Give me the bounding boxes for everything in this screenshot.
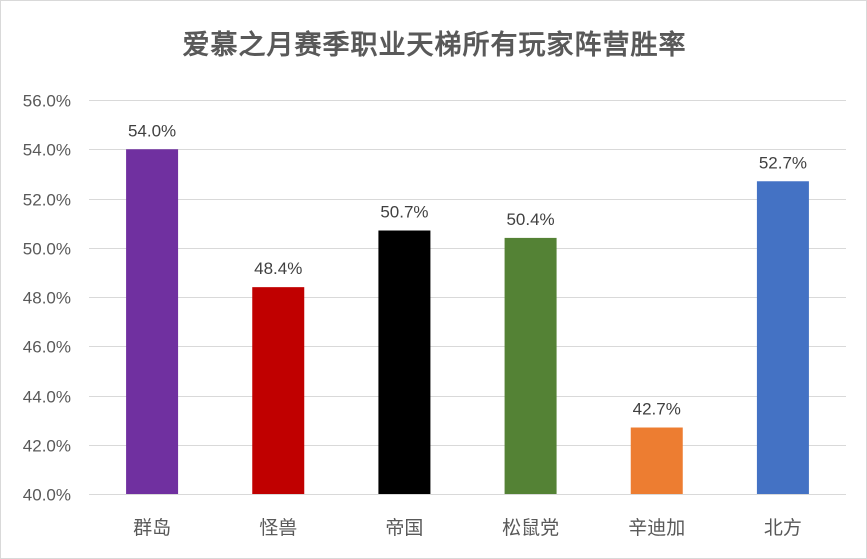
y-tick-label: 44.0% [23, 388, 71, 407]
chart-title: 爱慕之月赛季职业天梯所有玩家阵营胜率 [182, 30, 687, 61]
data-label: 42.7% [633, 400, 681, 419]
gridlines [89, 100, 846, 495]
y-tick-label: 40.0% [23, 486, 71, 505]
bar-2 [252, 287, 305, 494]
bar-6 [756, 181, 809, 494]
y-tick-label: 56.0% [23, 92, 71, 111]
y-tick-label: 52.0% [23, 191, 71, 210]
x-category-label: 松鼠党 [502, 517, 559, 539]
data-label: 50.4% [506, 210, 554, 229]
y-tick-label: 46.0% [23, 338, 71, 357]
y-tick-label: 48.0% [23, 289, 71, 308]
y-axis-tick-labels: 40.0% 42.0% 44.0% 46.0% 48.0% 50.0% 52.0% 54.0%… [23, 92, 71, 505]
data-label: 50.7% [380, 203, 428, 222]
x-category-label: 怪兽 [259, 517, 297, 539]
x-category-label: 群岛 [133, 517, 171, 539]
x-category-label: 辛迪加 [628, 517, 685, 539]
y-tick-label: 54.0% [23, 141, 71, 160]
data-label: 52.7% [759, 153, 807, 172]
bar-5 [630, 427, 683, 494]
y-tick-label: 42.0% [23, 437, 71, 456]
x-category-label: 北方 [764, 517, 802, 539]
data-label: 48.4% [254, 259, 302, 278]
x-category-label: 帝国 [385, 517, 423, 539]
bars [126, 149, 809, 494]
data-labels: 54.0% 48.4% 50.7% 50.4% 42.7% 52.7% [128, 121, 807, 418]
bar-4 [504, 237, 557, 494]
bar-3 [378, 230, 431, 494]
bar-1 [126, 149, 179, 494]
x-axis-category-labels: 群岛 怪兽 帝国 松鼠党 辛迪加 北方 [133, 517, 802, 539]
y-tick-label: 50.0% [23, 240, 71, 259]
data-label: 54.0% [128, 121, 176, 140]
